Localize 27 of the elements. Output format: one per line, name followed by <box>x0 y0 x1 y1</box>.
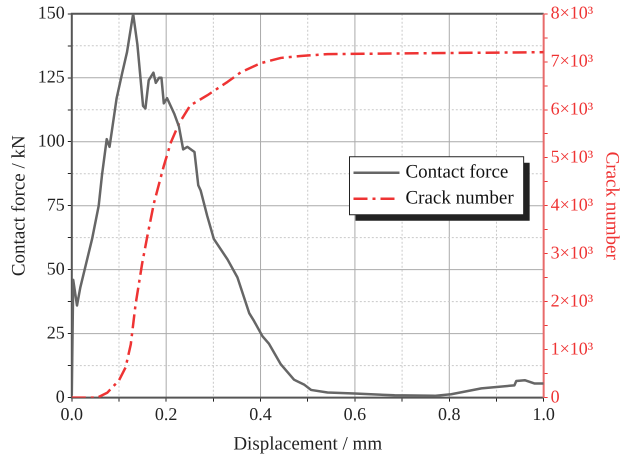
y-tick-label: 125 <box>38 66 65 86</box>
legend-label: Contact force <box>405 162 508 183</box>
y-tick-label: 75 <box>46 194 65 214</box>
x-tick-label: 0.8 <box>438 404 461 424</box>
x-tick-label: 0.0 <box>60 404 84 424</box>
y2-tick-label: 2×10³ <box>550 290 594 310</box>
y2-tick-label: 1×10³ <box>550 338 594 358</box>
y2-axis-title: Crack number <box>602 152 623 260</box>
x-tick-label: 0.2 <box>154 404 178 424</box>
legend-label: Crack number <box>405 188 514 209</box>
y-tick-label: 150 <box>38 2 65 23</box>
x-tick-label: 0.6 <box>344 404 366 424</box>
y-tick-label: 0 <box>56 386 65 406</box>
x-axis-title: Displacement / mm <box>233 434 382 455</box>
y2-tick-label: 0 <box>550 386 560 406</box>
y2-tick-label: 8×10³ <box>550 2 594 23</box>
y2-tick-label: 7×10³ <box>550 50 594 71</box>
y-axis-title: Contact force / kN <box>8 134 30 276</box>
y2-tick-label: 4×10³ <box>550 194 594 214</box>
y2-tick-label: 6×10³ <box>550 98 594 118</box>
y-tick-label: 50 <box>46 258 65 278</box>
y2-tick-label: 3×10³ <box>550 242 594 262</box>
y2-tick-label: 5×10³ <box>550 146 594 166</box>
x-tick-label: 0.4 <box>249 404 272 424</box>
x-tick-label: 1.0 <box>532 404 555 424</box>
y-tick-label: 25 <box>46 322 65 342</box>
y-tick-label: 100 <box>38 130 65 150</box>
